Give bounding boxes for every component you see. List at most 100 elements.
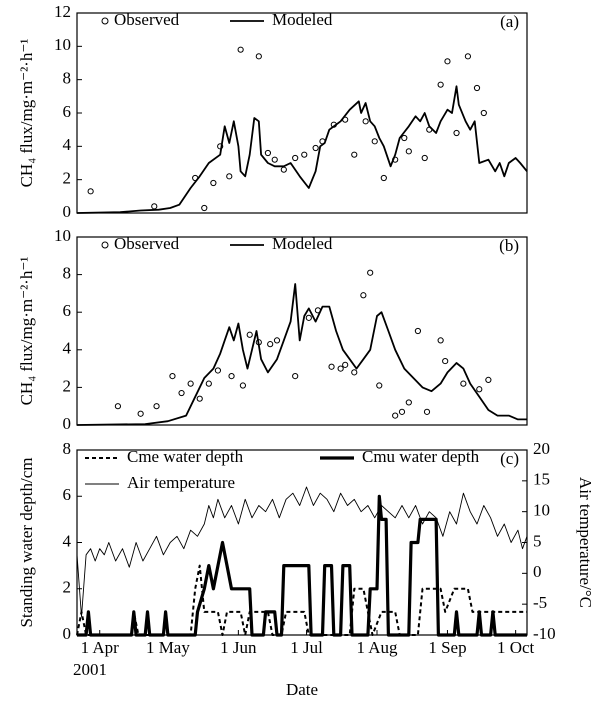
y2-tick-label: 0 (533, 562, 542, 581)
y-tick-label: 4 (63, 135, 72, 154)
observed-point (273, 337, 281, 344)
y-tick-label: 12 (54, 2, 71, 21)
y2-tick-label: 20 (533, 439, 550, 458)
legend-label: Observed (114, 10, 180, 29)
observed-point (437, 337, 444, 344)
observed-point (380, 174, 387, 182)
observed-point (442, 357, 449, 365)
legend-label: Observed (114, 234, 180, 253)
observed-point (267, 341, 274, 348)
x-tick-label: 1 Aug (356, 638, 398, 657)
y-tick-label: 10 (54, 35, 71, 54)
y-tick-label: 0 (63, 202, 72, 221)
y-tick-label: 6 (63, 102, 72, 121)
series-line (76, 283, 527, 426)
observed-point (280, 166, 287, 173)
y-tick-label: 10 (54, 226, 71, 245)
observed-point (360, 292, 367, 299)
observed-point (485, 376, 492, 383)
observed-point (405, 399, 412, 406)
y-tick-label: 0 (63, 414, 72, 433)
observed-point (226, 173, 233, 180)
observed-point (178, 389, 185, 397)
observed-point (187, 380, 194, 387)
y-tick-label: 4 (63, 531, 72, 550)
observed-point (237, 46, 244, 53)
y-tick-label: 6 (63, 301, 72, 320)
observed-point (473, 84, 481, 92)
observed-point (292, 154, 299, 162)
y2-tick-label: 15 (533, 470, 550, 489)
observed-point (351, 369, 358, 376)
observed-point (210, 179, 217, 187)
x-tick-label: 1 Apr (81, 638, 120, 657)
observed-point (376, 382, 383, 389)
y-tick-label: 2 (63, 376, 72, 395)
observed-point (328, 363, 335, 370)
observed-point (437, 81, 444, 88)
observed-point (153, 403, 160, 410)
year-annotation: 2001 (73, 660, 107, 679)
y-axis-label: CH₄ flux/mg·m⁻²·h⁻¹ (17, 39, 36, 188)
y2-tick-label: -10 (533, 624, 556, 643)
panel-label: (a) (500, 12, 519, 31)
observed-point (312, 144, 319, 152)
observed-point (137, 410, 144, 417)
y2-tick-label: -5 (533, 593, 547, 612)
observed-point (169, 373, 176, 380)
y2-tick-label: 5 (533, 531, 542, 550)
y2-axis-label: Air temperature/°C (576, 477, 595, 608)
observed-point (453, 129, 460, 137)
observed-point (342, 361, 349, 368)
legend-marker (101, 241, 109, 249)
x-axis-label: Date (286, 680, 318, 699)
observed-point (264, 149, 272, 157)
y-tick-label: 6 (63, 485, 72, 504)
y-tick-label: 8 (63, 264, 72, 283)
series-line (76, 564, 527, 636)
x-tick-label: 1 Sep (428, 638, 466, 657)
legend-label: Cme water depth (127, 447, 244, 466)
observed-point (423, 408, 431, 415)
x-tick-label: 1 Jul (290, 638, 323, 657)
observed-point (255, 53, 262, 60)
y-tick-label: 2 (63, 169, 72, 188)
x-tick-label: 1 Oct (497, 638, 535, 657)
observed-point (460, 380, 467, 387)
y-tick-label: 8 (63, 69, 72, 88)
observed-point (292, 373, 299, 380)
y-tick-label: 4 (63, 339, 72, 358)
y-axis-label: Standing water depth/cm (17, 458, 36, 628)
legend-label: Air temperature (127, 473, 235, 492)
x-tick-label: 1 May (146, 638, 190, 657)
series-line (76, 85, 528, 214)
observed-point (114, 403, 122, 410)
plot-frame (76, 12, 528, 214)
series-line (77, 494, 527, 637)
series-line (76, 486, 528, 617)
observed-point (444, 58, 451, 65)
observed-point (217, 143, 224, 150)
observed-point (151, 203, 158, 210)
observed-point (196, 395, 203, 402)
observed-point (398, 408, 406, 415)
observed-point (228, 373, 235, 380)
x-tick-label: 1 Jun (220, 638, 257, 657)
observed-point (239, 382, 247, 389)
legend-label: Cmu water depth (362, 447, 480, 466)
observed-point (351, 151, 358, 158)
legend-marker (101, 17, 109, 25)
observed-point (271, 156, 278, 163)
observed-point (371, 138, 378, 145)
panel-label: (c) (500, 449, 519, 468)
observed-point (414, 327, 422, 335)
observed-point (367, 269, 374, 276)
y-tick-label: 8 (63, 439, 72, 458)
observed-point (480, 109, 487, 117)
observed-point (201, 204, 208, 212)
y-tick-label: 0 (63, 624, 72, 643)
observed-point (301, 151, 308, 158)
observed-point (464, 53, 472, 60)
observed-point (214, 367, 222, 374)
